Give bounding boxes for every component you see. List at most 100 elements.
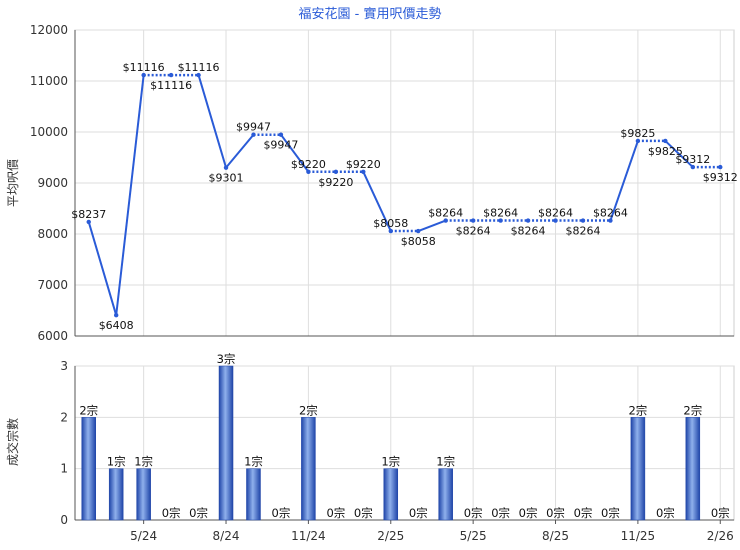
bar-value-label: 0宗 (464, 506, 483, 520)
bar-value-label: 1宗 (107, 455, 126, 469)
line-segment (609, 140, 639, 221)
data-labels: 2宗 1宗 1宗 0宗 0宗 3宗 1宗 0宗 2宗 0宗 0宗 1宗 0宗 1宗 0宗 0宗 0宗 0宗 0宗 0宗… (71, 61, 738, 520)
x-tick-label: 11/25 (621, 529, 656, 543)
bar (246, 468, 261, 521)
bar (81, 417, 96, 521)
bar-value-label: 0宗 (574, 506, 593, 520)
line-y-tick-label: 12000 (30, 23, 68, 37)
bar (685, 417, 701, 521)
x-tick-label: 8/25 (542, 529, 569, 543)
bar-value-label: 0宗 (409, 506, 428, 520)
bar-value-label: 0宗 (711, 506, 730, 520)
line-value-label: $9301 (209, 172, 244, 185)
bar-y-tick-label: 3 (60, 359, 68, 373)
line-y-tick-label: 9000 (37, 176, 68, 190)
line-value-label: $8264 (593, 207, 628, 220)
line-point (663, 138, 668, 144)
line-segment (115, 74, 145, 316)
bar-value-label: 0宗 (354, 506, 373, 520)
line-point (361, 169, 366, 174)
bar (218, 365, 234, 521)
bar-y-tick-label: 0 (60, 513, 68, 527)
x-tick-label: 5/25 (460, 529, 487, 543)
bar (301, 417, 316, 521)
bar-value-label: 1宗 (381, 455, 400, 469)
x-tick-label: 2/25 (377, 529, 404, 543)
line-point (690, 164, 696, 170)
line-y-tick-label: 6000 (37, 329, 68, 343)
bar-value-label: 2宗 (628, 403, 647, 417)
bar-value-label: 0宗 (326, 506, 345, 520)
line-segment (87, 221, 118, 316)
line-value-label: $9825 (620, 127, 655, 140)
bar-value-label: 0宗 (656, 506, 675, 520)
line-y-tick-label: 10000 (30, 125, 68, 139)
line-value-label: $8058 (401, 235, 436, 248)
bar (630, 417, 646, 521)
line-segment (197, 74, 227, 168)
line-value-label: $8058 (373, 217, 408, 230)
line-value-label: $8264 (483, 207, 518, 220)
line-segment (362, 171, 392, 232)
line-point (470, 218, 476, 223)
line-point (168, 72, 174, 78)
line-value-label: $8264 (538, 207, 573, 220)
chart-title: 福安花園 - 實用呎價走勢 (299, 6, 442, 22)
line-value-label: $6408 (99, 319, 134, 332)
line-y-tick-label: 7000 (37, 278, 68, 292)
line-value-label: $9312 (703, 171, 738, 184)
line-point (196, 72, 201, 78)
bar-value-label: 0宗 (189, 506, 208, 520)
line-point (388, 228, 393, 234)
line-value-label: $8264 (456, 225, 491, 238)
line-y-tick-label: 8000 (37, 227, 68, 241)
bar-value-label: 1宗 (436, 455, 455, 469)
line-value-label: $9312 (675, 153, 710, 166)
line-value-label: $9220 (291, 158, 326, 171)
line-segment (417, 219, 447, 232)
line-value-label: $11116 (123, 61, 165, 74)
line-point (635, 138, 641, 144)
line-y-axis-label: 平均呎價 (6, 159, 20, 207)
bar-y-axis-label: 成交宗數 (5, 418, 20, 466)
line-value-label: $11116 (150, 79, 192, 92)
line-point (580, 218, 586, 223)
bar-value-label: 0宗 (491, 506, 510, 520)
line-point (278, 132, 284, 137)
line-point (223, 165, 229, 170)
bar-value-label: 2宗 (683, 403, 702, 417)
line-value-label: $9947 (263, 139, 298, 152)
line-value-label: $9220 (318, 176, 353, 189)
line-point (553, 218, 558, 223)
bar (438, 468, 453, 521)
bar-value-label: 3宗 (217, 352, 236, 366)
line-value-label: $9220 (346, 158, 381, 171)
bar-series (81, 365, 701, 521)
line-value-label: $9947 (236, 121, 271, 134)
bar (383, 468, 399, 521)
bar-value-label: 0宗 (272, 506, 291, 520)
line-point (443, 218, 448, 223)
line-point (525, 218, 531, 223)
line-point (498, 218, 503, 223)
bar-value-label: 2宗 (299, 403, 318, 417)
line-point (113, 312, 119, 318)
line-value-label: $8264 (511, 225, 546, 238)
line-point (141, 72, 146, 78)
bar-value-label: 1宗 (134, 455, 153, 469)
x-tick-label: 5/24 (130, 529, 157, 543)
bar-value-label: 0宗 (601, 506, 620, 520)
bar-y-tick-label: 2 (60, 410, 68, 424)
x-tick-label: 2/26 (707, 529, 734, 543)
bar-value-label: 0宗 (546, 506, 565, 520)
line-point (86, 219, 91, 225)
line-point (333, 169, 339, 174)
bar-value-label: 0宗 (162, 506, 181, 520)
line-segment (664, 140, 694, 168)
line-point (416, 228, 421, 234)
bar-value-label: 0宗 (519, 506, 538, 520)
line-segment (280, 134, 310, 173)
line-point (718, 164, 723, 170)
line-value-label: $11116 (178, 61, 220, 74)
